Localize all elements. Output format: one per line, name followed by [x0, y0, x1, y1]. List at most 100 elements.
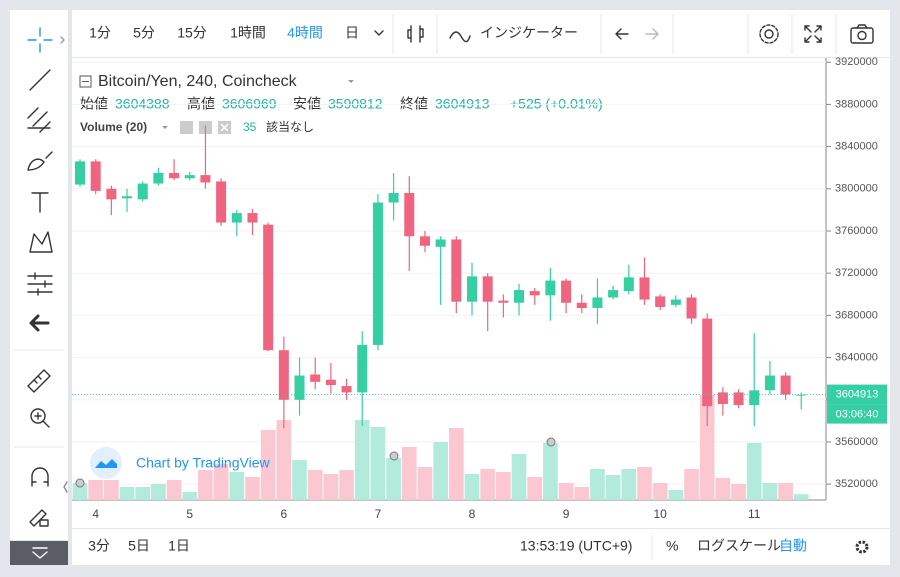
ruler-tool[interactable]	[27, 369, 51, 393]
interval-button[interactable]: 日	[345, 25, 359, 41]
y-tick-label: 3560000	[835, 436, 878, 448]
y-tick-label: 3920000	[835, 56, 878, 68]
candle-body	[514, 290, 525, 303]
crosshair-tool[interactable]	[27, 27, 53, 53]
volume-bar	[793, 494, 809, 500]
interval-button[interactable]: 4時間	[287, 25, 323, 41]
candle-body	[576, 302, 587, 309]
fullscreen-button[interactable]	[804, 25, 822, 43]
volume-bar	[480, 469, 496, 500]
high-label: 高値	[187, 96, 215, 112]
range-button[interactable]: 1日	[168, 538, 190, 554]
x-tick-label: 6	[280, 507, 287, 521]
drawing-tools	[27, 27, 65, 527]
interval-button[interactable]: 1分	[89, 25, 111, 41]
watermark[interactable]: Chart by TradingView	[136, 455, 270, 471]
indicator-icon[interactable]	[449, 31, 471, 43]
range-button[interactable]: 5日	[128, 538, 150, 554]
text-tool[interactable]	[31, 192, 49, 213]
volume-bar	[668, 490, 684, 500]
title-dropdown[interactable]	[348, 80, 354, 83]
interval-button[interactable]: 1時間	[230, 25, 266, 41]
expand-arrow[interactable]	[60, 36, 65, 44]
y-tick-label: 3640000	[835, 351, 878, 363]
event-marker[interactable]	[75, 478, 85, 488]
countdown-box	[827, 404, 887, 424]
volume-status: 該当なし	[266, 119, 314, 134]
toolbar-icons	[374, 24, 874, 44]
toolbar-footer[interactable]	[10, 541, 68, 565]
candle-body	[106, 188, 117, 200]
volume-bar	[229, 472, 245, 500]
undo-button[interactable]	[615, 28, 629, 40]
snapshot-button[interactable]	[850, 27, 874, 44]
volume-bar	[245, 477, 260, 500]
last-price-label: 3604913	[836, 389, 879, 401]
x-tick-label: 8	[469, 507, 476, 521]
y-tick-label: 3880000	[835, 98, 878, 110]
pitchfork-tool[interactable]	[27, 107, 51, 133]
candle-body	[780, 375, 791, 395]
volume-value: 35	[243, 120, 257, 134]
candle-body	[278, 350, 289, 400]
tradingview-logo-mark	[95, 459, 117, 468]
percent-toggle[interactable]: %	[666, 538, 678, 554]
candle-body	[357, 344, 368, 393]
zoom-tool[interactable]	[30, 408, 46, 424]
brush-tool[interactable]	[27, 151, 53, 171]
volume-bar	[88, 480, 104, 500]
settings-button[interactable]	[764, 29, 774, 39]
log-scale-toggle[interactable]: ログスケール	[697, 538, 781, 554]
volume-bar	[652, 483, 668, 500]
chart-style-button[interactable]	[407, 25, 424, 43]
candle-body	[216, 181, 227, 223]
prediction-tool[interactable]	[27, 272, 53, 296]
indicator-visibility[interactable]	[180, 121, 193, 134]
candle-body	[686, 297, 697, 319]
volume-bar	[558, 483, 574, 500]
indicators-button[interactable]: インジケーター	[480, 25, 578, 41]
y-tick-label: 3520000	[835, 478, 878, 490]
x-tick-label: 4	[92, 507, 99, 521]
scale-settings[interactable]	[855, 540, 869, 554]
volume-bar	[417, 467, 433, 500]
bottom-toolbar	[72, 529, 890, 565]
range-button[interactable]: 3分	[88, 538, 110, 554]
collapse-icon	[32, 547, 48, 559]
volume-bar	[119, 487, 135, 500]
volume-bar	[198, 470, 213, 500]
high-value: 3606969	[222, 96, 277, 112]
redo-button[interactable]	[645, 28, 659, 40]
volume-bar	[386, 458, 401, 500]
volume-bar	[543, 443, 558, 500]
candle-body	[717, 392, 728, 405]
candle-body	[482, 276, 493, 302]
symbol-title[interactable]: Bitcoin/Yen, 240, Coincheck	[98, 73, 298, 90]
pattern-tool[interactable]	[29, 231, 53, 253]
magnet-tool[interactable]	[31, 467, 49, 487]
trend-line-tool[interactable]	[29, 69, 51, 91]
volume-bar	[182, 492, 198, 500]
candle-body	[137, 183, 148, 200]
candle-body	[310, 374, 321, 382]
interval-button[interactable]: 15分	[177, 25, 207, 41]
scroll-left[interactable]	[63, 481, 68, 493]
interval-dropdown[interactable]	[374, 30, 384, 36]
interval-button[interactable]: 5分	[133, 25, 155, 41]
open-value: 3604388	[115, 96, 170, 112]
collapse-legend[interactable]	[79, 75, 92, 88]
auto-scale-toggle[interactable]: 自動	[779, 538, 807, 554]
candle-body	[184, 175, 195, 179]
low-value: 3590812	[328, 96, 383, 112]
lock-tool[interactable]	[29, 509, 49, 527]
y-tick-label: 3760000	[835, 225, 878, 237]
volume-bar	[464, 474, 480, 500]
volume-title: Volume (20)	[80, 120, 147, 134]
candle-body	[451, 239, 462, 302]
volume-bar	[370, 427, 386, 500]
event-marker[interactable]	[546, 437, 556, 447]
back-arrow[interactable]	[29, 314, 50, 332]
event-marker[interactable]	[389, 451, 399, 461]
x-tick-label: 11	[748, 507, 761, 521]
